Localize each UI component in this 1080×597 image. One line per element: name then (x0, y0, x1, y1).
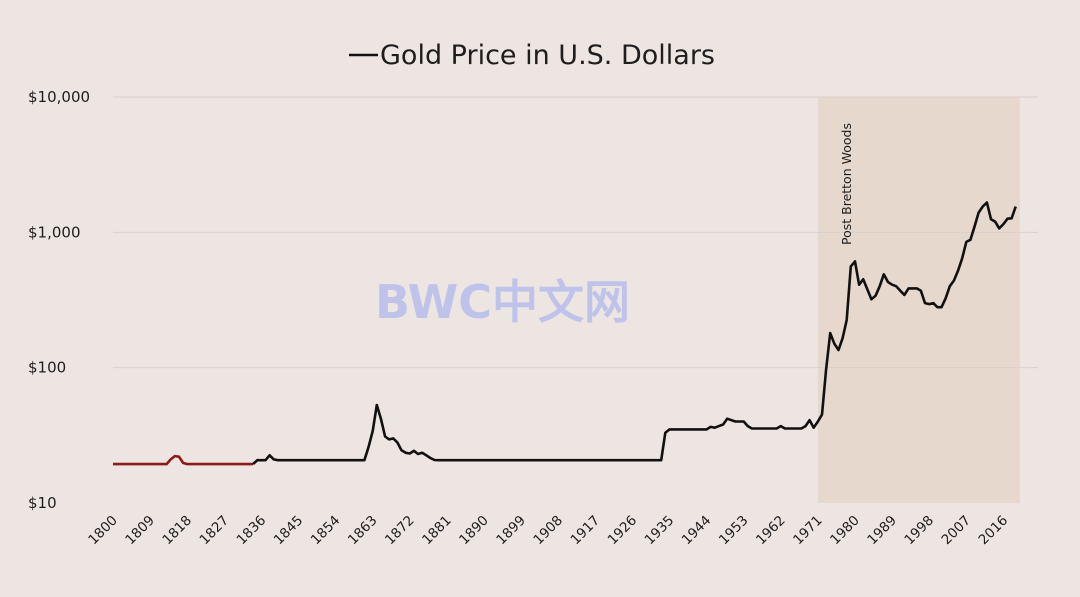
x-tick-label: 2007 (938, 513, 974, 549)
x-tick-label: 1836 (234, 513, 270, 549)
x-tick-label: 1935 (642, 513, 678, 549)
shaded-region-label: Post Bretton Woods (839, 123, 854, 245)
x-tick-label: 1872 (382, 513, 418, 549)
x-tick-label: 1845 (271, 513, 307, 549)
x-tick-label: 1998 (901, 513, 937, 549)
x-tick-label: 1863 (345, 513, 381, 549)
watermark: BWC中文网 (375, 275, 630, 329)
y-tick-label: $10 (28, 494, 57, 512)
x-axis: 1800 1809 1818 1827 1836 1845 1854 1863 1872 1881… (85, 513, 1011, 549)
series-line (113, 201, 1017, 466)
x-tick-label: 1827 (197, 513, 233, 549)
y-axis: $10 $100 $1,000 $10,000 (28, 88, 90, 512)
x-tick-label: 1971 (790, 513, 826, 549)
shaded-region (817, 97, 1020, 503)
x-tick-label: 1881 (419, 513, 455, 549)
series-line-early (113, 454, 254, 466)
x-tick-label: 1890 (456, 513, 492, 549)
y-tick-label: $10,000 (28, 88, 90, 106)
x-tick-label: 1980 (827, 513, 863, 549)
chart-title: Gold Price in U.S. Dollars (349, 40, 715, 71)
x-tick-label: 2016 (976, 513, 1012, 549)
x-tick-label: 1989 (864, 513, 900, 549)
gridlines (113, 96, 1038, 369)
y-tick-label: $100 (28, 359, 66, 377)
x-tick-label: 1953 (716, 513, 752, 549)
x-tick-label: 1800 (85, 513, 121, 549)
chart-title-text: Gold Price in U.S. Dollars (380, 40, 715, 71)
x-tick-label: 1818 (159, 513, 195, 549)
x-tick-label: 1926 (605, 513, 641, 549)
x-tick-label: 1944 (679, 513, 715, 549)
x-tick-label: 1854 (308, 513, 344, 549)
x-tick-label: 1809 (122, 513, 158, 549)
x-tick-label: 1917 (567, 513, 603, 549)
x-tick-label: 1962 (753, 513, 789, 549)
x-tick-label: 1899 (493, 513, 529, 549)
y-tick-label: $1,000 (28, 223, 81, 241)
x-tick-label: 1908 (530, 513, 566, 549)
series-line-main (252, 201, 1017, 466)
